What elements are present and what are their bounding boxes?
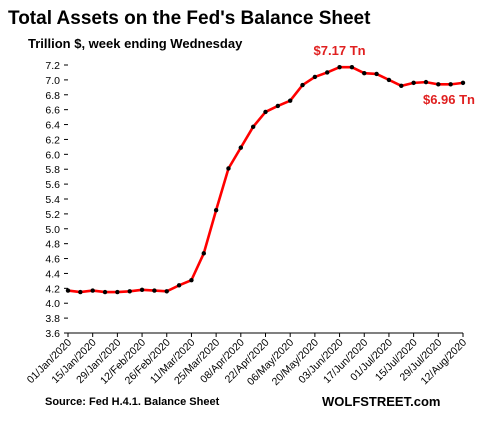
data-point [189, 277, 194, 283]
data-point [213, 207, 219, 213]
y-tick-label: 5.4 [45, 194, 60, 206]
data-point [399, 83, 404, 89]
series-line [67, 65, 464, 294]
y-tick-label: 6.4 [45, 120, 60, 132]
data-point [436, 82, 441, 87]
y-tick-label: 7.2 [45, 60, 60, 72]
data-point [176, 283, 182, 288]
y-tick-label: 6.0 [45, 149, 60, 161]
y-tick-label: 6.2 [45, 134, 60, 146]
data-point [460, 80, 466, 86]
data-point [102, 289, 108, 295]
data-point [115, 289, 120, 295]
data-point [423, 79, 429, 85]
y-tick-label: 7.0 [45, 75, 60, 87]
data-point [139, 287, 145, 293]
data-point [238, 145, 244, 150]
data-point [201, 251, 206, 256]
y-tick-label: 4.8 [45, 239, 60, 251]
y-tick-label: 5.2 [45, 209, 60, 221]
data-point [325, 70, 330, 75]
source-note: Source: Fed H.4.1. Balance Sheet [45, 396, 220, 408]
data-point [78, 289, 83, 295]
y-tick-label: 3.6 [45, 328, 60, 340]
annotation-label: $6.96 Tn [423, 92, 475, 107]
data-point [250, 124, 256, 129]
data-point [65, 288, 71, 293]
y-tick-label: 4.4 [45, 268, 60, 280]
y-tick-label: 5.8 [45, 164, 60, 176]
data-point [263, 109, 268, 115]
data-point [337, 65, 342, 70]
data-point [300, 82, 305, 88]
data-point [275, 103, 281, 109]
y-tick-label: 6.8 [45, 90, 60, 102]
data-point [164, 289, 169, 294]
data-point [386, 77, 392, 83]
annotation-label: $7.17 Tn [314, 43, 366, 58]
data-point [312, 74, 318, 80]
data-point [90, 288, 95, 293]
brand-label: WOLFSTREET.com [322, 394, 440, 409]
x-axis: 01/Jan/202015/Jan/202029/Jan/202012/Feb/… [25, 332, 469, 388]
y-tick-label: 4.6 [45, 254, 60, 266]
data-point [349, 65, 355, 70]
data-point [448, 82, 453, 87]
data-point [362, 70, 367, 76]
data-point [411, 80, 416, 86]
data-point [226, 166, 231, 171]
y-tick-label: 5.0 [45, 224, 60, 236]
y-tick-label: 5.6 [45, 179, 60, 191]
y-tick-label: 3.8 [45, 313, 60, 325]
annotations: $7.17 Tn $6.96 Tn [314, 43, 476, 107]
chart-title: Total Assets on the Fed's Balance Sheet [8, 8, 371, 29]
data-point [374, 71, 379, 77]
data-point [152, 288, 157, 293]
y-axis: 3.6 3.8 4.0 4.2 4.4 4.6 4.8 5.0 5.2 5.4 5.6 5.8 6.0 6… [45, 60, 68, 340]
chart-subtitle: Trillion $, week ending Wednesday [28, 36, 243, 51]
data-point [127, 289, 132, 294]
y-tick-label: 4.2 [45, 283, 60, 295]
data-point [287, 98, 293, 103]
y-tick-label: 4.0 [45, 298, 60, 310]
plot-area [65, 65, 466, 295]
y-tick-label: 6.6 [45, 105, 60, 117]
